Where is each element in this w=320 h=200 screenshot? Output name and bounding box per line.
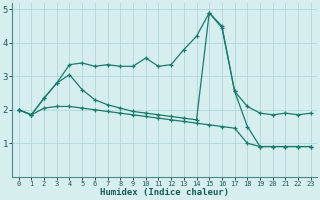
X-axis label: Humidex (Indice chaleur): Humidex (Indice chaleur) (100, 188, 229, 197)
